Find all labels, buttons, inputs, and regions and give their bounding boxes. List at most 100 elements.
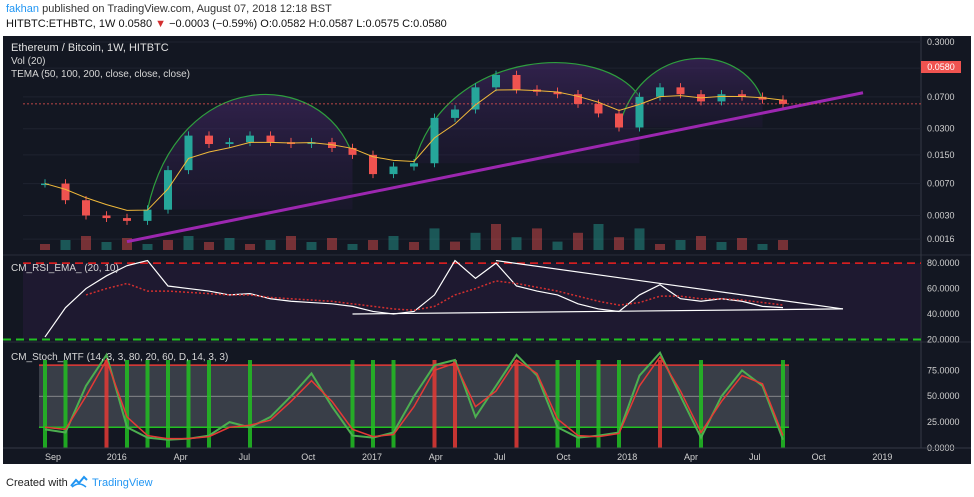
price-tick-label: 0.3000 (927, 37, 955, 47)
candle-body (574, 94, 582, 104)
candle-body (225, 142, 234, 145)
volume-bar (511, 237, 522, 250)
cup-arc-fill (147, 94, 353, 210)
time-tick-label: 2019 (872, 452, 892, 462)
price-change: −0.0003 (−0.59%) (169, 18, 258, 30)
candle-body (594, 103, 603, 114)
volume-bar (593, 224, 604, 250)
time-tick-label: 2017 (362, 452, 382, 462)
tradingview-logo-icon[interactable] (70, 475, 88, 489)
footer: Created with TradingView (0, 467, 974, 497)
candle-body (512, 74, 521, 90)
stoch-signal-bar (658, 360, 662, 448)
time-tick-label: Oct (812, 452, 827, 462)
volume-bar (716, 242, 727, 250)
chart-svg[interactable]: 0.30000.15000.07000.03000.01500.00700.00… (3, 36, 971, 464)
volume-bar (183, 236, 194, 250)
stoch-tick-label: 25.0000 (927, 417, 960, 427)
volume-bar (327, 238, 337, 250)
stoch-signal-bar (248, 360, 252, 448)
rsi-resistance-line (495, 259, 844, 310)
volume-bar (614, 237, 624, 250)
volume-bar (286, 236, 296, 250)
current-price-tag: 0.0580 (921, 61, 961, 73)
stoch-k-line (44, 350, 784, 441)
created-with-text: Created with (6, 477, 68, 489)
candle-body (738, 94, 746, 97)
candle-body (717, 94, 726, 102)
price-pane (23, 57, 921, 250)
candle-body (266, 135, 275, 143)
chart-canvas[interactable]: 0.30000.15000.07000.03000.01500.00700.00… (3, 36, 971, 464)
candle-body (430, 117, 439, 164)
volume-bar (245, 244, 255, 250)
stoch-signal-bar (43, 360, 47, 448)
candle-body (492, 74, 500, 88)
stoch-signal-bar (350, 360, 355, 448)
candle-body (41, 183, 49, 186)
candle-body (184, 135, 193, 171)
stoch-signal-bar (514, 360, 519, 448)
rsi-tick-label: 20.0000 (927, 334, 960, 344)
volume-bar (737, 238, 747, 250)
price-tick-label: 0.0030 (927, 210, 955, 220)
stoch-signal-bar (104, 360, 109, 448)
volume-bar (40, 244, 50, 250)
stoch-signal-bar (186, 360, 191, 448)
stoch-signal-bar (555, 360, 560, 448)
candle-body (348, 147, 357, 155)
cup-arc-fill (414, 62, 640, 164)
rsi-tick-label: 40.0000 (927, 309, 960, 319)
candle-body (61, 183, 70, 201)
rsi-tick-label: 60.0000 (927, 284, 960, 294)
volume-bar (450, 241, 460, 250)
author-link[interactable]: fakhan (6, 3, 40, 15)
support-trendline (126, 91, 864, 244)
candle-body (451, 109, 459, 118)
stoch-d-line (44, 355, 784, 440)
stoch-tick-label: 75.0000 (927, 365, 960, 375)
published-text: published on TradingView.com, August 07,… (39, 3, 332, 15)
volume-bar (368, 240, 378, 250)
candle-body (410, 163, 418, 167)
candle-body (164, 170, 172, 210)
price-tick-label: 0.0300 (927, 124, 955, 134)
price-tick-label: 0.0700 (927, 92, 955, 102)
volume-bar (470, 232, 481, 250)
candle-body (205, 135, 213, 145)
stoch-signal-bar (125, 360, 129, 448)
volume-bar (388, 236, 399, 250)
time-tick-label: Jul (239, 452, 251, 462)
volume-bar (101, 242, 112, 250)
chart-title: Ethereum / Bitcoin, 1W, HITBTC (11, 42, 169, 54)
candle-body (246, 135, 254, 143)
tradingview-brand[interactable]: TradingView (92, 477, 153, 489)
stoch-signal-bar (453, 360, 457, 448)
volume-bar (122, 238, 132, 250)
stoch-signal-bar (145, 360, 150, 448)
time-tick-label: Oct (301, 452, 316, 462)
volume-bar (696, 236, 706, 250)
cup-arc (618, 57, 764, 128)
volume-bar (778, 240, 788, 250)
stoch-pane (39, 350, 789, 448)
time-tick-label: Jul (749, 452, 761, 462)
volume-bar (552, 241, 563, 250)
volume-bar (491, 224, 501, 250)
volume-bar (306, 242, 317, 250)
candle-body (553, 91, 562, 95)
candle-body (615, 113, 623, 128)
candle-body (635, 96, 644, 128)
price-tick-label: 0.0070 (927, 179, 955, 189)
time-tick-label: Apr (684, 452, 698, 462)
publish-line: fakhan published on TradingView.com, Aug… (6, 3, 332, 15)
volume-bar (142, 244, 153, 250)
stoch-signal-bar (63, 360, 68, 448)
rsi-ema-line (85, 280, 784, 311)
rsi-legend: CM_RSI_EMA_ (20, 10) (11, 263, 119, 274)
volume-bar (163, 240, 173, 250)
volume-bar (224, 238, 235, 250)
time-tick-label: Apr (174, 452, 188, 462)
time-tick-label: 2018 (617, 452, 637, 462)
time-tick-label: 2016 (107, 452, 127, 462)
